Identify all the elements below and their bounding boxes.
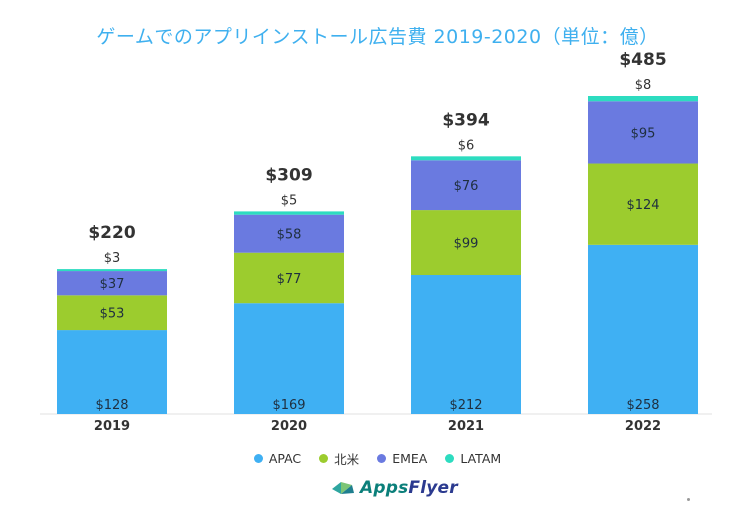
bar-north-america-2020 (234, 252, 344, 304)
data-label-north-america-2019: $53 (100, 307, 125, 322)
data-label-apac-2019: $128 (95, 398, 128, 413)
bar-north-america-2019 (57, 295, 167, 331)
bar-north-america-2021 (411, 210, 521, 275)
bar-emea-2019 (57, 271, 167, 296)
corner-mark (687, 498, 690, 501)
appsflyer-logo-icon (332, 482, 354, 494)
data-label-latam-2020: $5 (281, 193, 298, 208)
chart-title: ゲームでのアプリインストール広告費 2019-2020（単位：億） (96, 26, 659, 48)
data-label-emea-2020: $58 (277, 228, 302, 243)
data-label-latam-2019: $3 (104, 251, 121, 266)
appsflyer-logo-text: AppsFlyer (360, 478, 458, 498)
logo-text-flyer: Flyer (408, 478, 458, 498)
x-tick-label-2019: 2019 (94, 419, 130, 434)
bar-latam-2019 (57, 269, 167, 272)
bar-emea-2020 (234, 214, 344, 253)
chart-legend: APAC 北米 EMEA LATAM (0, 449, 755, 468)
appsflyer-logo: AppsFlyer (330, 478, 458, 498)
data-label-apac-2020: $169 (272, 398, 305, 413)
legend-label-apac: APAC (268, 451, 302, 466)
legend-swatch-apac (253, 454, 263, 463)
bar-latam-2021 (411, 156, 521, 161)
total-label-2020: $309 (265, 165, 312, 185)
data-label-apac-2022: $258 (626, 398, 659, 413)
data-label-north-america-2020: $77 (277, 272, 302, 287)
bar-emea-2022 (588, 101, 698, 164)
legend-swatch-emea (377, 454, 387, 463)
data-label-emea-2022: $95 (631, 126, 656, 141)
bar-apac-2022 (588, 244, 698, 414)
legend-swatch-latam (445, 454, 455, 463)
data-label-apac-2021: $212 (449, 398, 482, 413)
total-label-2022: $485 (619, 50, 666, 70)
bar-apac-2020 (234, 303, 344, 414)
data-label-north-america-2022: $124 (626, 198, 659, 213)
data-label-latam-2022: $8 (635, 78, 652, 93)
bar-north-america-2022 (588, 163, 698, 245)
bar-apac-2021 (411, 274, 521, 414)
x-tick-label-2021: 2021 (448, 419, 484, 434)
bar-emea-2021 (411, 160, 521, 211)
legend-item-apac: APAC (253, 451, 302, 466)
legend-label-north-america: 北米 (334, 452, 360, 467)
total-label-2019: $220 (88, 223, 135, 243)
logo-text-apps: Apps (360, 478, 409, 498)
data-label-latam-2021: $6 (458, 138, 475, 153)
data-label-north-america-2021: $99 (454, 237, 479, 252)
bar-latam-2020 (234, 211, 344, 215)
legend-label-latam: LATAM (460, 451, 502, 466)
total-label-2021: $394 (442, 110, 489, 130)
legend-swatch-north-america (319, 454, 329, 463)
legend-item-emea: EMEA (377, 451, 427, 466)
bar-latam-2022 (588, 96, 698, 102)
data-label-emea-2019: $37 (100, 277, 125, 292)
legend-label-emea: EMEA (392, 451, 428, 466)
x-tick-label-2020: 2020 (271, 419, 307, 434)
data-label-emea-2021: $76 (454, 179, 479, 194)
x-tick-label-2022: 2022 (625, 419, 661, 434)
legend-item-latam: LATAM (445, 451, 501, 466)
bar-apac-2019 (57, 330, 167, 414)
legend-item-north-america: 北米 (319, 449, 359, 468)
